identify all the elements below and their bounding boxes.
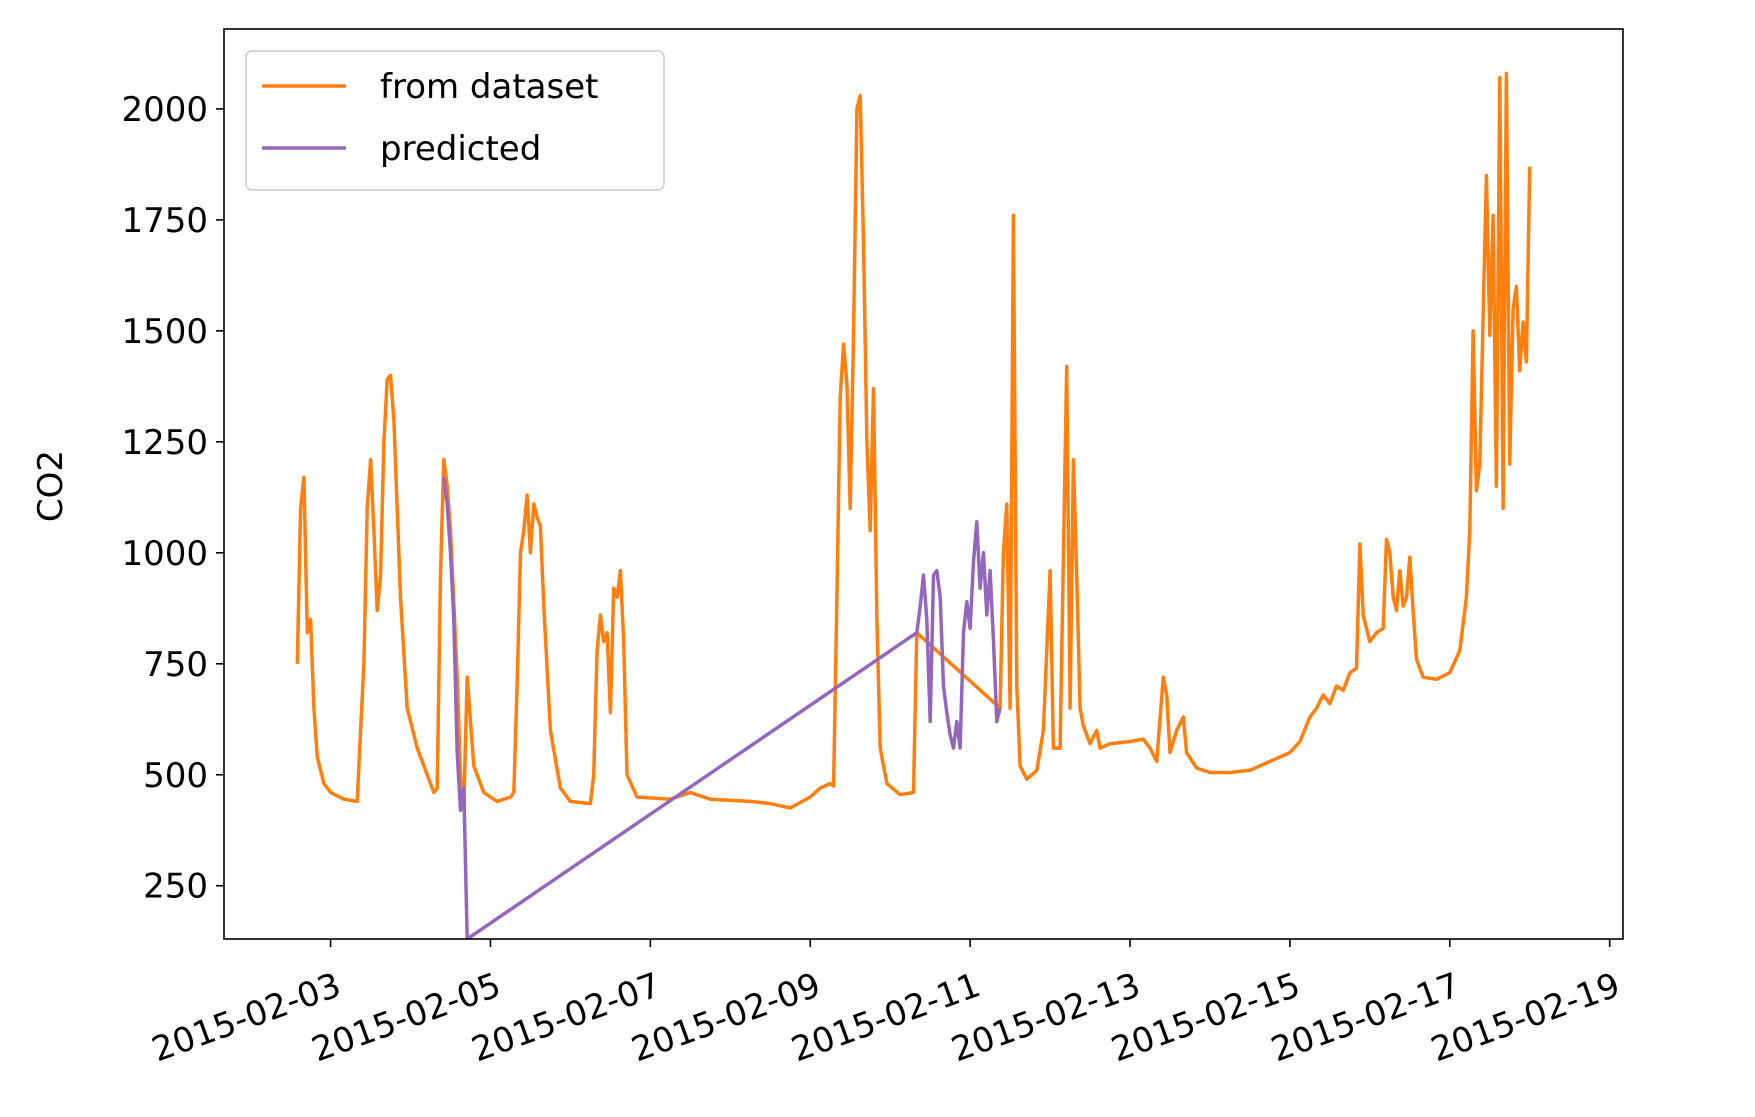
legend-label-from-dataset: from dataset — [380, 67, 598, 107]
legend: from dataset predicted — [245, 50, 665, 191]
y-tick-label: 1250 — [121, 423, 208, 463]
y-axis-label: CO2 — [31, 450, 71, 522]
legend-label-predicted: predicted — [380, 129, 541, 169]
y-tick-label: 1500 — [121, 312, 208, 352]
legend-box — [245, 50, 665, 191]
series-line-predicted — [442, 477, 1002, 939]
series-line-from-dataset — [295, 71, 1532, 810]
y-tick-label: 2000 — [121, 90, 208, 130]
y-axis: 250 500 750 1000 1250 1500 1750 2000 — [121, 90, 224, 907]
y-tick-label: 500 — [143, 756, 208, 796]
plot-frame — [223, 28, 1624, 940]
y-tick-label: 250 — [143, 867, 208, 907]
y-tick-label: 750 — [143, 645, 208, 685]
y-tick-label: 1750 — [121, 201, 208, 241]
series-layer — [295, 71, 1532, 939]
y-tick-label: 1000 — [121, 534, 208, 574]
